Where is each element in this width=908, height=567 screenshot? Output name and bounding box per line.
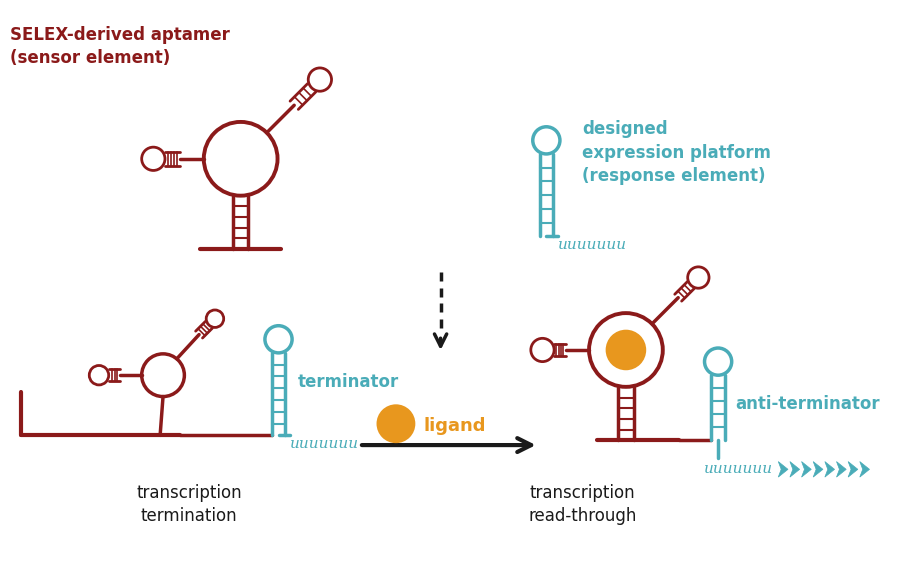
Circle shape: [687, 267, 709, 288]
Circle shape: [705, 348, 732, 375]
Text: terminator: terminator: [298, 373, 400, 391]
Text: transcription
termination: transcription termination: [136, 484, 242, 526]
Circle shape: [531, 338, 554, 362]
Circle shape: [606, 329, 646, 370]
Circle shape: [308, 68, 331, 91]
Circle shape: [142, 354, 184, 396]
Polygon shape: [848, 462, 858, 477]
Polygon shape: [802, 462, 811, 477]
Text: designed
expression platform
(response element): designed expression platform (response e…: [582, 120, 771, 185]
Circle shape: [142, 147, 165, 171]
Text: transcription
read-through: transcription read-through: [528, 484, 637, 526]
Text: anti-terminator: anti-terminator: [735, 395, 880, 413]
Circle shape: [89, 366, 109, 385]
Polygon shape: [778, 462, 788, 477]
Circle shape: [203, 122, 278, 196]
Polygon shape: [824, 462, 834, 477]
Polygon shape: [790, 462, 800, 477]
Circle shape: [265, 325, 292, 353]
Text: ligand: ligand: [423, 417, 486, 435]
Text: uuuuuuu: uuuuuuu: [558, 238, 627, 252]
Text: uuuuuuu: uuuuuuu: [704, 462, 773, 476]
Polygon shape: [836, 462, 846, 477]
Text: uuuuuuu: uuuuuuu: [291, 437, 360, 451]
Circle shape: [377, 404, 415, 443]
Polygon shape: [860, 462, 870, 477]
Circle shape: [533, 127, 560, 154]
Circle shape: [589, 313, 663, 387]
Polygon shape: [814, 462, 823, 477]
Text: SELEX-derived aptamer
(sensor element): SELEX-derived aptamer (sensor element): [10, 26, 230, 67]
Circle shape: [206, 310, 223, 328]
